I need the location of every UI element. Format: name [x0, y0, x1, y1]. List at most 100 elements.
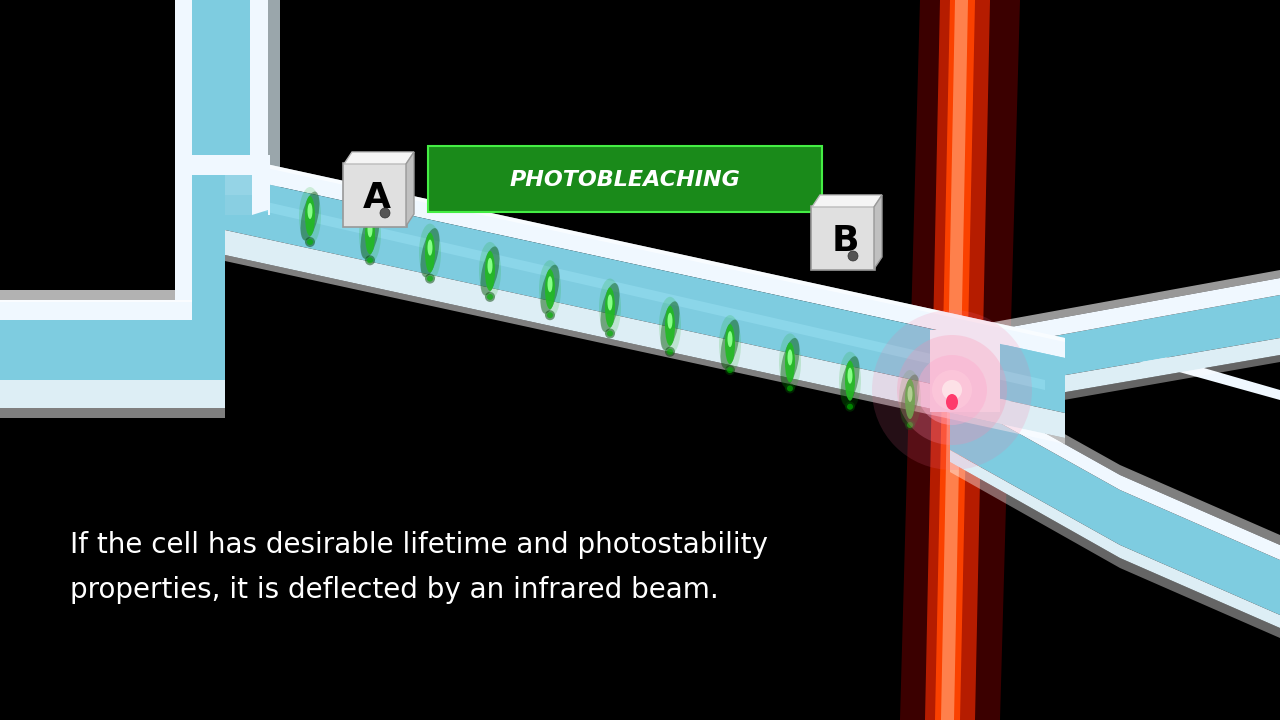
Polygon shape [0, 408, 225, 418]
FancyBboxPatch shape [428, 146, 822, 212]
Ellipse shape [787, 349, 792, 365]
Ellipse shape [899, 370, 922, 428]
Text: B: B [831, 224, 859, 258]
Ellipse shape [608, 294, 613, 310]
Polygon shape [950, 380, 1280, 560]
Circle shape [872, 310, 1032, 470]
Polygon shape [175, 155, 268, 215]
FancyBboxPatch shape [343, 163, 407, 227]
Circle shape [607, 330, 613, 336]
Polygon shape [225, 175, 1065, 413]
Ellipse shape [845, 361, 855, 401]
Polygon shape [0, 380, 225, 408]
Circle shape [307, 239, 314, 245]
Circle shape [367, 257, 372, 264]
Polygon shape [950, 270, 1280, 338]
Polygon shape [0, 290, 225, 302]
Polygon shape [950, 295, 1280, 395]
Polygon shape [874, 195, 882, 269]
Ellipse shape [307, 203, 312, 219]
Ellipse shape [605, 287, 614, 328]
Ellipse shape [905, 379, 915, 419]
Ellipse shape [847, 368, 852, 384]
Circle shape [932, 370, 972, 410]
Ellipse shape [727, 331, 732, 347]
Circle shape [547, 312, 553, 318]
Polygon shape [0, 320, 225, 380]
Ellipse shape [660, 301, 680, 351]
Ellipse shape [600, 283, 620, 332]
Circle shape [908, 422, 913, 428]
Ellipse shape [367, 221, 372, 238]
Circle shape [727, 367, 733, 373]
Circle shape [942, 380, 963, 400]
Circle shape [486, 294, 493, 300]
Polygon shape [950, 338, 1280, 400]
Ellipse shape [361, 210, 379, 258]
Polygon shape [0, 300, 225, 320]
Ellipse shape [485, 251, 495, 291]
Polygon shape [225, 195, 252, 215]
Circle shape [425, 274, 435, 284]
Ellipse shape [301, 192, 320, 240]
Polygon shape [189, 0, 252, 215]
Polygon shape [250, 0, 268, 215]
Ellipse shape [419, 224, 442, 282]
Polygon shape [950, 462, 1280, 638]
Ellipse shape [428, 240, 433, 256]
Ellipse shape [838, 351, 861, 410]
Ellipse shape [785, 343, 795, 382]
Ellipse shape [781, 338, 800, 387]
Ellipse shape [659, 297, 681, 355]
Ellipse shape [421, 228, 439, 277]
Circle shape [667, 348, 673, 355]
Polygon shape [950, 395, 1280, 615]
Ellipse shape [425, 233, 435, 273]
Circle shape [666, 347, 675, 357]
Polygon shape [192, 175, 252, 380]
Polygon shape [225, 255, 1065, 444]
Ellipse shape [599, 279, 621, 336]
Polygon shape [900, 0, 1020, 720]
Circle shape [428, 276, 433, 282]
Text: A: A [364, 181, 390, 215]
Polygon shape [192, 175, 225, 320]
Polygon shape [244, 197, 1044, 390]
Text: If the cell has desirable lifetime and photostability: If the cell has desirable lifetime and p… [70, 531, 768, 559]
Polygon shape [812, 195, 882, 207]
Polygon shape [225, 155, 1065, 342]
Ellipse shape [479, 242, 500, 300]
Polygon shape [950, 338, 1280, 412]
Ellipse shape [719, 315, 741, 373]
Ellipse shape [539, 260, 561, 318]
Circle shape [605, 328, 614, 338]
FancyBboxPatch shape [812, 206, 876, 270]
Ellipse shape [488, 258, 493, 274]
Circle shape [849, 251, 858, 261]
Circle shape [724, 365, 735, 375]
Polygon shape [225, 230, 1065, 438]
Polygon shape [175, 155, 225, 290]
Circle shape [787, 385, 794, 392]
Ellipse shape [908, 386, 913, 402]
Polygon shape [225, 155, 1065, 358]
Circle shape [845, 402, 855, 412]
Ellipse shape [841, 356, 859, 405]
Text: PHOTOBLEACHING: PHOTOBLEACHING [509, 170, 740, 190]
Polygon shape [268, 0, 280, 215]
Circle shape [485, 292, 495, 302]
Polygon shape [344, 152, 413, 164]
Ellipse shape [548, 276, 553, 292]
Circle shape [380, 208, 390, 218]
Polygon shape [406, 152, 413, 226]
Text: properties, it is deflected by an infrared beam.: properties, it is deflected by an infrar… [70, 576, 719, 604]
Ellipse shape [305, 196, 315, 236]
Polygon shape [950, 450, 1280, 628]
Polygon shape [175, 155, 225, 215]
Polygon shape [925, 0, 989, 720]
Ellipse shape [721, 320, 740, 369]
Polygon shape [175, 0, 192, 215]
Polygon shape [934, 0, 975, 720]
Ellipse shape [901, 374, 919, 423]
Circle shape [905, 420, 915, 430]
